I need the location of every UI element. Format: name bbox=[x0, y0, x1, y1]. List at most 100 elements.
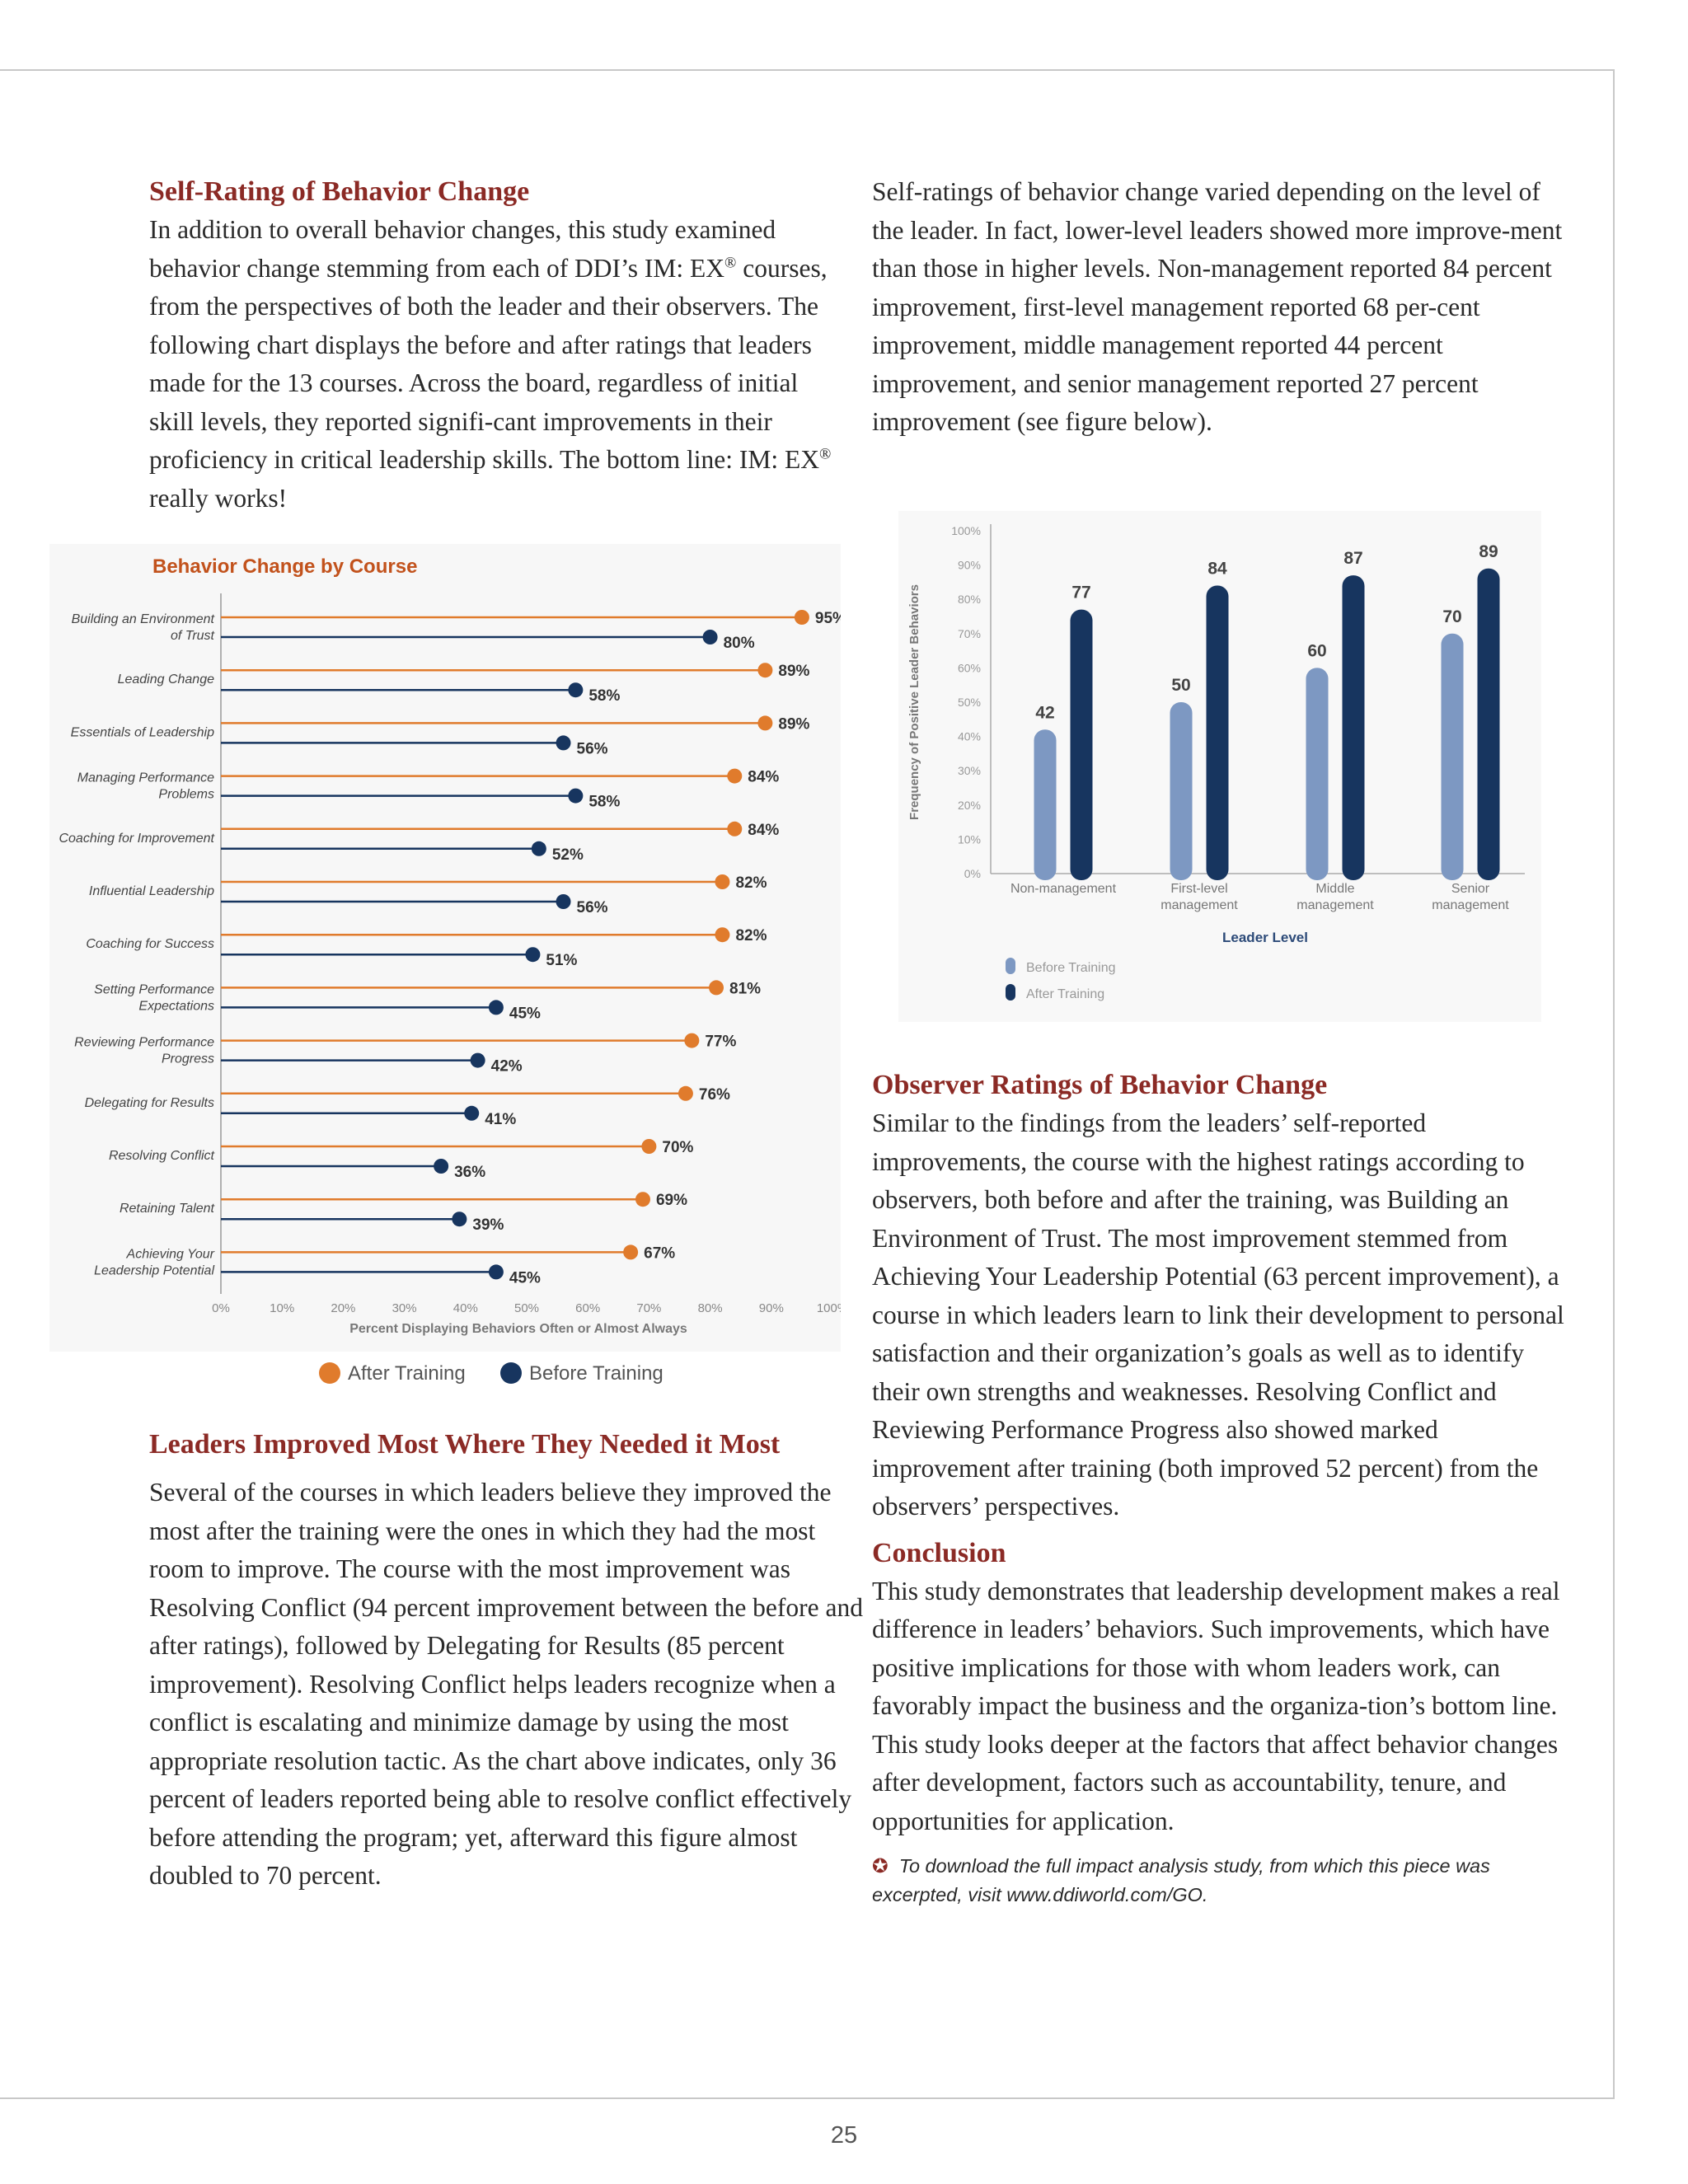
after-value-label: 89% bbox=[778, 715, 809, 733]
before-value-label: 51% bbox=[546, 952, 577, 969]
before-value-label: 56% bbox=[577, 899, 608, 916]
x-axis-label: Leader Level bbox=[1222, 930, 1308, 945]
before-value-label: 52% bbox=[552, 846, 584, 864]
before-dot bbox=[470, 1052, 485, 1068]
x-tick-label: 60% bbox=[575, 1301, 600, 1315]
before-dot bbox=[434, 1159, 449, 1174]
before-value-label: 45% bbox=[509, 1005, 541, 1022]
after-dot bbox=[641, 1139, 657, 1154]
category-label: Senior bbox=[1451, 882, 1490, 896]
after-bar bbox=[1206, 585, 1229, 880]
before-dot bbox=[556, 735, 571, 751]
after-value-label: 81% bbox=[729, 980, 761, 997]
after-value-label: 89% bbox=[778, 663, 809, 680]
category-label: Building an Environment bbox=[72, 612, 215, 626]
after-value-label: 77 bbox=[1071, 583, 1090, 602]
self-rating-heading: Self-Rating of Behavior Change bbox=[149, 176, 530, 207]
before-value-label: 45% bbox=[509, 1269, 541, 1286]
legend-before-label: Before Training bbox=[529, 1362, 663, 1385]
y-tick-label: 0% bbox=[964, 867, 981, 880]
x-tick-label: 70% bbox=[636, 1301, 661, 1315]
after-dot bbox=[727, 768, 743, 784]
category-label: management bbox=[1432, 898, 1509, 912]
right-column: Self-ratings of behavior change varied d… bbox=[872, 173, 1573, 442]
category-label: Reviewing Performance bbox=[74, 1036, 214, 1050]
right-column-bottom: Observer Ratings of Behavior Change Simi… bbox=[872, 1066, 1573, 1910]
after-bar bbox=[1070, 609, 1093, 880]
before-dot bbox=[488, 1000, 504, 1015]
before-value-label: 42 bbox=[1035, 703, 1054, 722]
category-label: Non-management bbox=[1010, 882, 1117, 896]
after-dot bbox=[715, 874, 730, 889]
para-text-c: really works! bbox=[149, 483, 288, 513]
y-tick-label: 10% bbox=[958, 832, 981, 846]
category-label: Progress bbox=[162, 1052, 214, 1066]
after-value-label: 70% bbox=[662, 1139, 693, 1156]
conclusion-heading: Conclusion bbox=[872, 1537, 1006, 1568]
after-dot bbox=[757, 715, 773, 731]
y-tick-label: 100% bbox=[951, 524, 981, 537]
category-label: Expectations bbox=[138, 999, 214, 1013]
after-value-label: 84 bbox=[1207, 560, 1227, 579]
after-dot bbox=[715, 927, 730, 943]
x-tick-label: 100% bbox=[817, 1301, 841, 1315]
before-dot bbox=[525, 947, 541, 963]
legend-before-swatch bbox=[500, 1362, 522, 1384]
legend-before-swatch bbox=[1006, 958, 1015, 974]
download-note: ✪ To download the full impact analysis s… bbox=[872, 1852, 1573, 1910]
category-label: Achieving Your bbox=[126, 1247, 215, 1261]
x-tick-label: 50% bbox=[514, 1301, 539, 1315]
before-value-label: 80% bbox=[724, 635, 755, 652]
before-value-label: 58% bbox=[588, 687, 620, 705]
leader-level-bar-chart: 0% 10% 20% 30% 40% 50% 60% 70% 80% 90% 100% Frequen… bbox=[898, 511, 1541, 1022]
before-dot bbox=[702, 630, 718, 644]
x-tick-label: 90% bbox=[759, 1301, 784, 1315]
after-dot bbox=[623, 1244, 639, 1260]
category-label: management bbox=[1296, 898, 1374, 912]
before-value-label: 50 bbox=[1171, 676, 1190, 695]
legend-before-label: Before Training bbox=[1026, 961, 1116, 975]
after-dot bbox=[635, 1192, 650, 1207]
behavior-change-by-course-chart: Behavior Change by Course Building an Env… bbox=[49, 544, 841, 1385]
before-dot bbox=[464, 1105, 480, 1121]
legend-after-swatch bbox=[1006, 984, 1015, 1001]
after-value-label: 89 bbox=[1479, 542, 1498, 561]
after-dot bbox=[709, 980, 724, 996]
y-tick-label: 30% bbox=[958, 764, 981, 777]
after-bar bbox=[1342, 575, 1365, 880]
category-label: Coaching for Improvement bbox=[59, 832, 214, 846]
x-tick-label: 20% bbox=[331, 1301, 355, 1315]
after-dot bbox=[678, 1085, 693, 1101]
y-axis-label: Frequency of Positive Leader Behaviors bbox=[907, 584, 921, 820]
conclusion-paragraph: This study demonstrates that leadership … bbox=[872, 1576, 1560, 1835]
category-label: Delegating for Results bbox=[85, 1096, 214, 1110]
x-tick-label: 30% bbox=[392, 1301, 417, 1315]
category-label: Setting Performance bbox=[94, 982, 214, 996]
after-dot bbox=[757, 663, 773, 678]
before-dot bbox=[556, 894, 571, 909]
para-text-b: courses, from the perspectives of both t… bbox=[149, 253, 828, 475]
legend-after-label: After Training bbox=[1026, 987, 1104, 1001]
category-label: Coaching for Success bbox=[86, 937, 214, 951]
before-dot bbox=[488, 1264, 504, 1280]
before-dot bbox=[568, 788, 584, 804]
before-value-label: 42% bbox=[491, 1058, 523, 1076]
after-dot bbox=[794, 610, 809, 625]
after-value-label: 95% bbox=[815, 610, 841, 627]
registered-mark: ® bbox=[818, 445, 832, 463]
after-bar bbox=[1477, 568, 1500, 880]
before-bar bbox=[1034, 729, 1057, 880]
before-bar bbox=[1306, 668, 1329, 880]
before-value-label: 56% bbox=[577, 740, 608, 757]
before-bar bbox=[1170, 702, 1193, 880]
after-value-label: 82% bbox=[735, 927, 767, 944]
before-dot bbox=[568, 682, 584, 698]
observer-ratings-heading: Observer Ratings of Behavior Change bbox=[872, 1070, 1328, 1100]
observer-ratings-paragraph: Similar to the findings from the leaders… bbox=[872, 1108, 1564, 1521]
category-label: Influential Leadership bbox=[89, 884, 214, 898]
y-tick-label: 80% bbox=[958, 593, 981, 606]
after-value-label: 69% bbox=[656, 1192, 687, 1209]
para-text-a: In addition to overall behavior changes,… bbox=[149, 215, 776, 283]
after-value-label: 84% bbox=[748, 769, 779, 786]
category-label: Resolving Conflict bbox=[109, 1149, 215, 1163]
